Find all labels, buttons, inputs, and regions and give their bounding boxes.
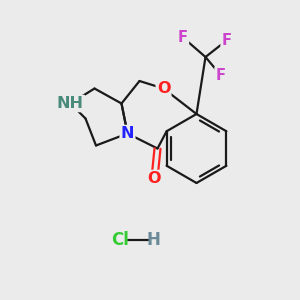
Text: Cl: Cl bbox=[111, 231, 129, 249]
Text: NH: NH bbox=[57, 96, 84, 111]
Text: F: F bbox=[221, 33, 232, 48]
Text: H: H bbox=[146, 231, 160, 249]
Text: F: F bbox=[178, 30, 188, 45]
Text: N: N bbox=[121, 126, 134, 141]
Text: O: O bbox=[157, 81, 170, 96]
Text: O: O bbox=[148, 171, 161, 186]
Text: F: F bbox=[215, 68, 226, 82]
